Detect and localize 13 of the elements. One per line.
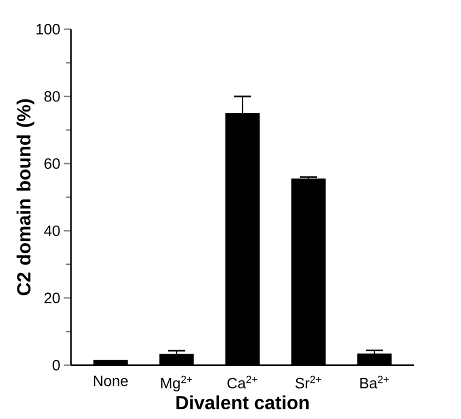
- x-axis-title: Divalent cation: [176, 395, 309, 410]
- x-tick-label: Ca$^{2+}$: [228, 376, 258, 388]
- y-tick-label: 60: [44, 158, 60, 169]
- y-tick-label: 40: [44, 225, 60, 236]
- x-tick-label: Mg$^{2+}$: [161, 376, 192, 392]
- x-tick-label: Ba$^{2+}$: [360, 376, 389, 388]
- x-tick-label: None: [94, 376, 128, 386]
- y-tick-label: 80: [44, 91, 60, 102]
- y-tick-label: 100: [36, 24, 60, 34]
- x-tick-label: Sr$^{2+}$: [295, 376, 322, 388]
- y-tick-label: 0: [52, 360, 60, 370]
- y-axis-title: C2 domain bound (%): [16, 99, 34, 296]
- y-tick-label: 20: [44, 292, 60, 304]
